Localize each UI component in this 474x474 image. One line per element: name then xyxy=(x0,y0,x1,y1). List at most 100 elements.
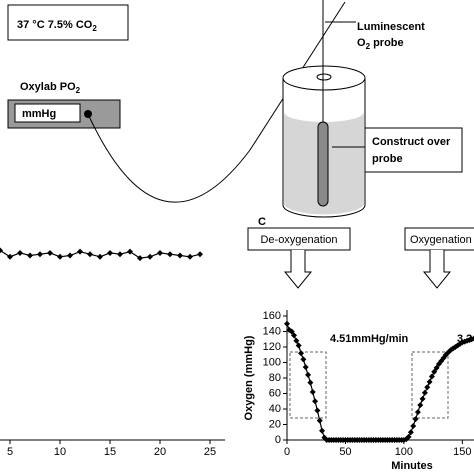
probe-sub: 2 xyxy=(366,42,371,51)
data-point xyxy=(0,247,3,254)
probe xyxy=(317,121,329,207)
data-point xyxy=(316,417,323,424)
data-point xyxy=(37,251,43,258)
data-point xyxy=(57,253,63,260)
deoxy-arrow xyxy=(283,250,313,289)
x-axis-title: Minutes xyxy=(391,460,433,472)
data-point xyxy=(97,253,103,260)
data-point xyxy=(312,398,319,405)
probe-text: O xyxy=(357,37,366,49)
x-tick-label: 0 xyxy=(284,446,290,458)
meter-unit: mmHg xyxy=(22,108,56,120)
construct-label: Construct over xyxy=(372,136,451,148)
data-point xyxy=(314,407,321,414)
data-point xyxy=(431,368,438,375)
data-point xyxy=(417,402,424,409)
meter-screen xyxy=(14,103,81,123)
y-tick-label: 100 xyxy=(263,357,281,369)
x-tick-label: 5 xyxy=(7,446,13,458)
y-axis-title: Oxygen (mmHg) xyxy=(243,335,255,420)
data-point xyxy=(293,337,300,344)
y-tick-label: 40 xyxy=(269,403,281,415)
env-label: 37 °C 7.5% CO2 xyxy=(17,19,97,33)
annotation: Oxygenation xyxy=(410,234,472,246)
data-point xyxy=(302,364,309,371)
probe-text: probe xyxy=(370,37,404,49)
data-point xyxy=(187,253,193,260)
y-tick-label: 0 xyxy=(275,434,281,446)
cable xyxy=(87,1,346,203)
y-tick-label: 140 xyxy=(263,326,281,338)
data-point xyxy=(300,356,307,363)
data-point xyxy=(433,364,440,371)
annotation: De-oxygenation xyxy=(260,234,337,246)
annotation: 4.51mmHg/min xyxy=(330,333,409,345)
env-sub: 2 xyxy=(92,24,97,33)
data-point xyxy=(17,249,23,256)
data-point xyxy=(67,252,73,259)
data-point xyxy=(410,423,417,430)
data-point xyxy=(428,373,435,380)
construct-label: probe xyxy=(372,153,403,165)
construct-box xyxy=(364,127,463,173)
data-point xyxy=(407,429,414,436)
x-tick-label: 25 xyxy=(204,446,216,458)
data-point xyxy=(284,320,290,327)
y-tick-label: 60 xyxy=(269,388,281,400)
panel-label: C xyxy=(258,216,266,228)
data-point xyxy=(419,395,426,402)
x-tick-label: 15 xyxy=(104,446,116,458)
meter-label: Oxylab PO2 xyxy=(20,81,81,95)
oxy-arrow xyxy=(422,250,452,289)
x-tick-label: 50 xyxy=(339,446,351,458)
data-point xyxy=(147,253,153,260)
data-point xyxy=(291,332,298,339)
data-point xyxy=(309,388,316,395)
data-point xyxy=(424,384,431,391)
data-point xyxy=(7,253,13,260)
data-point xyxy=(87,251,93,258)
y-tick-label: 80 xyxy=(269,372,281,384)
probe-label: O2 probe xyxy=(357,37,404,51)
data-point xyxy=(421,389,428,396)
data-point xyxy=(107,249,113,256)
data-point xyxy=(412,416,419,423)
data-point xyxy=(305,371,312,378)
data-point xyxy=(405,433,412,440)
meter-sub: 2 xyxy=(76,86,81,95)
dashed-region xyxy=(289,351,327,419)
data-point xyxy=(27,252,33,259)
x-tick-label: 100 xyxy=(395,446,413,458)
x-tick-label: 150 xyxy=(453,446,471,458)
x-tick-label: 10 xyxy=(54,446,66,458)
y-tick-label: 120 xyxy=(263,341,281,353)
data-point xyxy=(295,342,302,349)
data-point xyxy=(471,335,474,342)
data-point xyxy=(298,350,305,357)
data-point xyxy=(127,248,133,255)
probe-label: Luminescent xyxy=(357,21,425,33)
data-point xyxy=(117,251,123,258)
data-point xyxy=(177,252,183,259)
y-tick-label: 160 xyxy=(263,310,281,322)
env-text: 37 °C 7.5% CO xyxy=(17,19,93,31)
data-point xyxy=(414,409,421,416)
data-point xyxy=(307,379,314,386)
data-point xyxy=(77,248,83,255)
data-point xyxy=(47,249,53,256)
data-point xyxy=(197,251,203,258)
x-tick-label: 20 xyxy=(154,446,166,458)
lid-hole xyxy=(316,73,332,81)
dashed-region xyxy=(411,351,449,419)
data-point xyxy=(157,249,163,256)
meter-text: Oxylab PO xyxy=(20,81,76,93)
data-point xyxy=(288,328,295,335)
data-point xyxy=(137,255,143,262)
env-box xyxy=(7,4,129,41)
data-point xyxy=(319,427,326,434)
y-tick-label: 20 xyxy=(269,419,281,431)
data-point xyxy=(167,251,173,258)
data-point xyxy=(426,378,433,385)
